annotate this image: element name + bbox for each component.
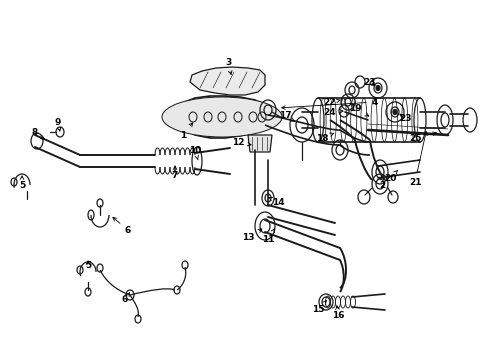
Text: 11: 11 [261,229,274,244]
Text: 16: 16 [331,306,344,320]
Text: 13: 13 [241,229,262,243]
Polygon shape [247,135,271,152]
Polygon shape [190,67,264,95]
Text: 23: 23 [363,77,375,86]
Text: 4: 4 [281,98,377,109]
Text: 1: 1 [180,123,192,140]
Text: 2: 2 [378,176,385,189]
Text: 17: 17 [278,111,294,122]
Text: 12: 12 [231,138,250,147]
Ellipse shape [162,97,282,137]
Text: 19: 19 [348,104,368,116]
Text: 6: 6 [113,217,131,234]
Text: 25: 25 [408,132,435,143]
Text: 7: 7 [171,166,178,180]
Text: 21: 21 [408,132,427,186]
Text: 5: 5 [19,176,25,189]
Text: 10: 10 [188,145,201,160]
Polygon shape [180,96,267,138]
Text: 23: 23 [398,113,410,122]
Text: 15: 15 [311,301,326,315]
Ellipse shape [392,109,396,114]
Text: 14: 14 [268,197,284,207]
Text: 9: 9 [55,117,61,131]
Text: 8: 8 [32,127,44,139]
Text: 5: 5 [85,261,91,270]
Text: 18: 18 [315,133,333,143]
Text: 3: 3 [224,58,231,75]
Ellipse shape [375,86,379,90]
Text: 20: 20 [383,171,397,183]
Text: 24: 24 [323,108,343,117]
Text: 6: 6 [122,293,129,305]
Text: 22: 22 [323,98,339,107]
